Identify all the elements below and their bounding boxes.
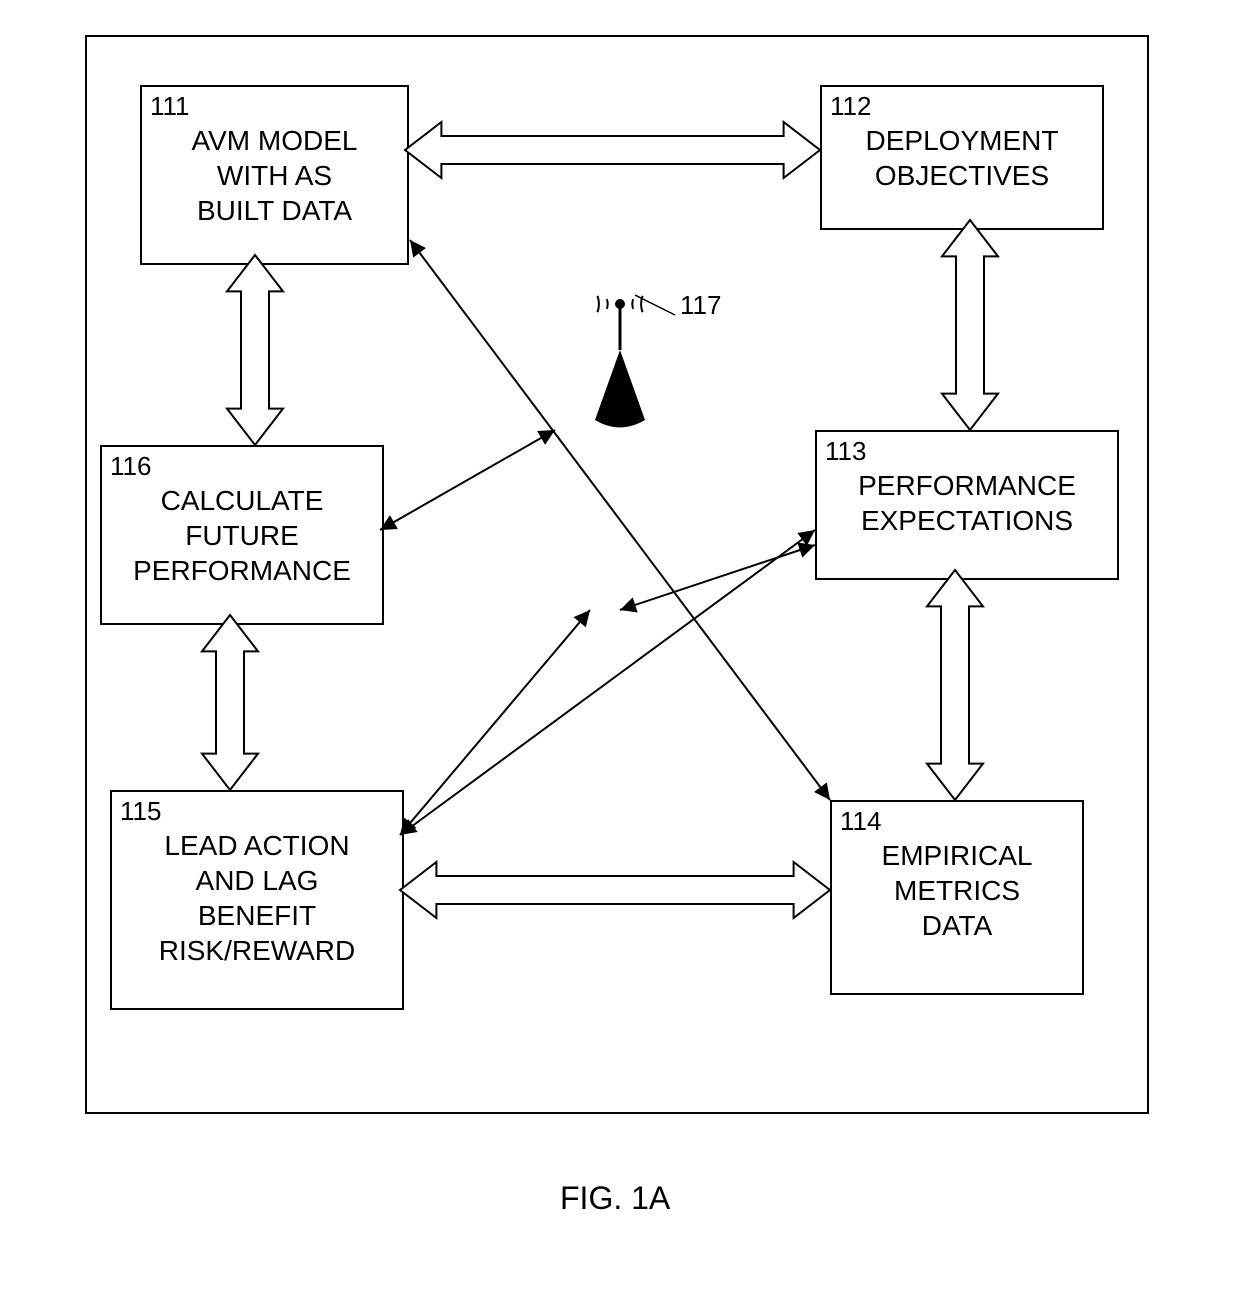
box-116-label: CALCULATE FUTURE PERFORMANCE: [133, 483, 351, 588]
box-116: 116 CALCULATE FUTURE PERFORMANCE: [100, 445, 384, 625]
box-114: 114 EMPIRICAL METRICS DATA: [830, 800, 1084, 995]
box-115-label: LEAD ACTION AND LAG BENEFIT RISK/REWARD: [159, 828, 356, 968]
box-111-label: AVM MODEL WITH AS BUILT DATA: [192, 123, 358, 228]
box-111-num: 111: [150, 91, 190, 122]
box-115-num: 115: [120, 796, 161, 827]
diagram-canvas: 111 AVM MODEL WITH AS BUILT DATA 112 DEP…: [0, 0, 1240, 1296]
box-115: 115 LEAD ACTION AND LAG BENEFIT RISK/REW…: [110, 790, 404, 1010]
box-116-num: 116: [110, 451, 151, 482]
box-114-label: EMPIRICAL METRICS DATA: [882, 838, 1033, 943]
box-113: 113 PERFORMANCE EXPECTATIONS: [815, 430, 1119, 580]
box-112: 112 DEPLOYMENT OBJECTIVES: [820, 85, 1104, 230]
box-114-num: 114: [840, 806, 881, 837]
box-113-num: 113: [825, 436, 866, 467]
box-112-label: DEPLOYMENT OBJECTIVES: [866, 123, 1059, 193]
box-113-label: PERFORMANCE EXPECTATIONS: [858, 468, 1076, 538]
figure-label: FIG. 1A: [560, 1180, 670, 1217]
box-112-num: 112: [830, 91, 871, 122]
box-111: 111 AVM MODEL WITH AS BUILT DATA: [140, 85, 409, 265]
antenna-num-label: 117: [680, 290, 721, 321]
